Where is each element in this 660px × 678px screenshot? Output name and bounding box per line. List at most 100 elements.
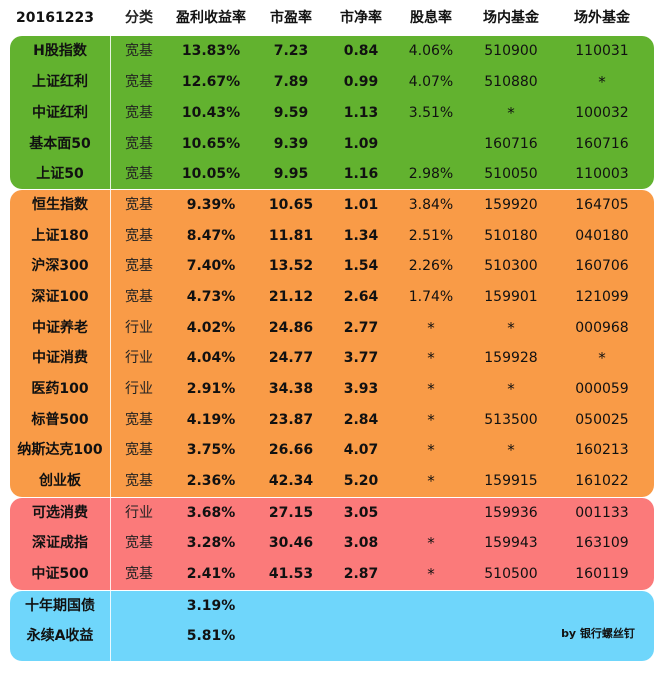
pb-ratio: 1.16 xyxy=(343,166,379,182)
pe-ratio: 26.66 xyxy=(268,442,314,458)
onexchange-fund: 159901 xyxy=(484,289,538,305)
category: 宽基 xyxy=(125,412,153,428)
onexchange-fund: 513500 xyxy=(484,412,538,428)
group-orange xyxy=(10,190,654,497)
onexchange-fund: 510180 xyxy=(484,228,538,244)
dividend-yield: * xyxy=(427,380,435,398)
dividend-yield: 1.74% xyxy=(408,289,454,305)
onexchange-fund: 159936 xyxy=(484,505,538,521)
pe-ratio: 9.59 xyxy=(273,105,309,121)
divider xyxy=(110,36,111,189)
pb-ratio: 5.20 xyxy=(343,473,379,489)
offexchange-fund: 163109 xyxy=(575,535,629,551)
offexchange-fund: 160716 xyxy=(575,136,629,152)
table-row: 恒生指数 宽基 9.39% 10.65 1.01 3.84% 159920 164705 xyxy=(0,190,660,221)
dividend-yield: * xyxy=(427,565,435,583)
index-name: 创业板 xyxy=(39,473,81,489)
onexchange-fund: 159943 xyxy=(484,535,538,551)
table-row: 深证成指 宽基 3.28% 30.46 3.08 * 159943 163109 xyxy=(0,528,660,559)
offexchange-fund: 040180 xyxy=(575,228,629,244)
category: 宽基 xyxy=(125,473,153,489)
category: 行业 xyxy=(125,381,153,397)
offexchange-fund: 000059 xyxy=(575,381,629,397)
dividend-yield: 4.06% xyxy=(408,43,454,59)
group-red xyxy=(10,498,654,590)
category: 宽基 xyxy=(125,442,153,458)
pe-ratio: 9.95 xyxy=(273,166,309,182)
earnings-yield: 4.73% xyxy=(186,289,236,305)
index-name: 深证成指 xyxy=(32,535,88,551)
author-credit: by 银行螺丝钉 xyxy=(561,627,635,640)
onexchange-fund: * xyxy=(507,104,515,122)
index-name: 中证红利 xyxy=(32,105,88,121)
table-row: 中证500 宽基 2.41% 41.53 2.87 * 510500 160119 xyxy=(0,559,660,590)
onexchange-fund: 160716 xyxy=(484,136,538,152)
offexchange-fund: 100032 xyxy=(575,105,629,121)
pe-ratio: 24.86 xyxy=(268,320,314,336)
pb-ratio: 3.77 xyxy=(343,350,379,366)
onexchange-fund: 510900 xyxy=(484,43,538,59)
pb-ratio: 2.87 xyxy=(343,566,379,582)
offexchange-fund: * xyxy=(598,73,606,91)
pe-ratio: 41.53 xyxy=(268,566,314,582)
index-name: 基本面50 xyxy=(29,136,91,152)
onexchange-fund: 510300 xyxy=(484,258,538,274)
category: 宽基 xyxy=(125,228,153,244)
table-header: 20161223 分类 盈利收益率 市盈率 市净率 股息率 场内基金 场外基金 xyxy=(0,0,660,36)
earnings-yield: 2.41% xyxy=(186,566,236,582)
offexchange-fund: 110031 xyxy=(575,43,629,59)
pb-ratio: 2.77 xyxy=(343,320,379,336)
pb-ratio: 1.34 xyxy=(343,228,379,244)
header-category: 分类 xyxy=(125,10,153,26)
dividend-yield xyxy=(394,621,468,652)
pe-ratio: 9.39 xyxy=(273,136,309,152)
category: 宽基 xyxy=(125,136,153,152)
onexchange-fund: 159928 xyxy=(484,350,538,366)
category: 宽基 xyxy=(125,166,153,182)
table-row: 标普500 宽基 4.19% 23.87 2.84 * 513500 050025 xyxy=(0,405,660,436)
divider xyxy=(110,190,111,497)
pe-ratio: 10.65 xyxy=(268,197,314,213)
pe-ratio: 11.81 xyxy=(268,228,314,244)
pb-ratio: 3.05 xyxy=(343,505,379,521)
category: 宽基 xyxy=(125,289,153,305)
category: 宽基 xyxy=(125,566,153,582)
earnings-yield: 10.43% xyxy=(181,105,241,121)
header-offexchange-fund: 场外基金 xyxy=(574,10,630,26)
dividend-yield xyxy=(394,129,468,160)
pe-ratio: 24.77 xyxy=(268,350,314,366)
table-row: 深证100 宽基 4.73% 21.12 2.64 1.74% 159901 121099 xyxy=(0,282,660,313)
table-row: 中证红利 宽基 10.43% 9.59 1.13 3.51% * 100032 xyxy=(0,98,660,129)
dividend-yield: 4.07% xyxy=(408,74,454,90)
index-name: 纳斯达克100 xyxy=(17,442,103,458)
table-row: 上证红利 宽基 12.67% 7.89 0.99 4.07% 510880 * xyxy=(0,67,660,98)
pe-ratio xyxy=(254,621,328,652)
offexchange-fund: 161022 xyxy=(575,473,629,489)
index-name: 上证红利 xyxy=(32,74,88,90)
earnings-yield: 9.39% xyxy=(186,197,236,213)
dividend-yield: * xyxy=(427,411,435,429)
category: 宽基 xyxy=(125,535,153,551)
table-row: 创业板 宽基 2.36% 42.34 5.20 * 159915 161022 xyxy=(0,466,660,497)
index-name: 中证500 xyxy=(31,566,89,582)
pe-ratio xyxy=(254,591,328,622)
category: 行业 xyxy=(125,350,153,366)
pe-ratio: 34.38 xyxy=(268,381,314,397)
offexchange-fund xyxy=(554,591,650,622)
onexchange-fund: * xyxy=(507,441,515,459)
dividend-yield xyxy=(394,498,468,529)
category: 行业 xyxy=(125,505,153,521)
header-earnings-yield: 盈利收益率 xyxy=(176,10,246,26)
table-row: 医药100 行业 2.91% 34.38 3.93 * * 000059 xyxy=(0,374,660,405)
index-name: 医药100 xyxy=(31,381,89,397)
onexchange-fund: 510880 xyxy=(484,74,538,90)
index-name: 上证50 xyxy=(36,166,84,182)
onexchange-fund xyxy=(468,621,554,652)
pb-ratio xyxy=(328,591,394,622)
offexchange-fund: 000968 xyxy=(575,320,629,336)
dividend-yield: 3.84% xyxy=(408,197,454,213)
onexchange-fund: 510500 xyxy=(484,566,538,582)
offexchange-fund: 164705 xyxy=(575,197,629,213)
table-row: 永续A收益 5.81% xyxy=(0,621,660,652)
pb-ratio: 3.93 xyxy=(343,381,379,397)
